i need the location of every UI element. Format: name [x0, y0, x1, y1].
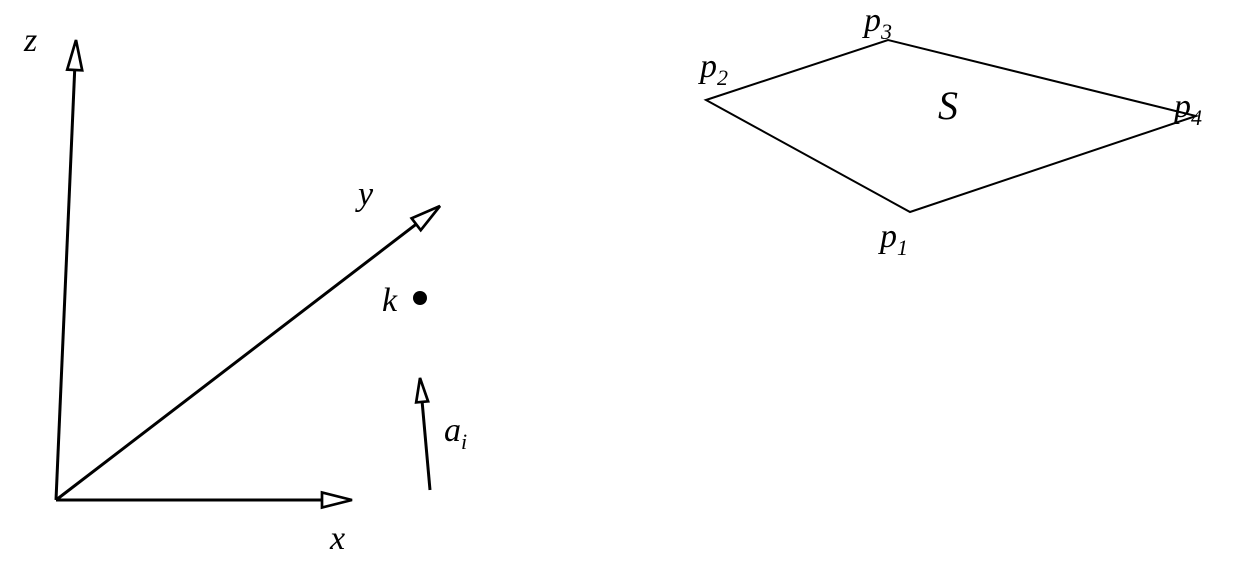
axis-y-arrowhead	[412, 206, 440, 230]
axis-z-arrowhead	[67, 40, 82, 70]
vertex-label-p3: p3	[864, 2, 892, 45]
axis-label-x: x	[330, 520, 345, 558]
vertex-label-p3-sub: 3	[881, 19, 892, 44]
diagram-svg	[0, 0, 1240, 572]
vertex-label-p2-base: p	[700, 48, 717, 85]
point-k	[413, 291, 427, 305]
axis-label-y: y	[358, 176, 373, 214]
vector-ai-label-base: a	[444, 412, 461, 449]
vertex-label-p1-base: p	[880, 218, 897, 255]
vertex-label-p1: p1	[880, 218, 908, 261]
vertex-label-p2: p2	[700, 48, 728, 91]
vertex-label-p1-sub: 1	[897, 235, 908, 260]
quad-label-S: S	[938, 82, 958, 129]
vertex-label-p4: p4	[1174, 88, 1202, 131]
axis-z-shaft	[56, 70, 75, 500]
vector-ai-shaft	[422, 402, 430, 490]
vector-ai-label: ai	[444, 412, 467, 455]
axis-x-arrowhead	[322, 493, 352, 508]
vertex-label-p4-base: p	[1174, 88, 1191, 125]
point-k-label: k	[382, 282, 397, 320]
vector-ai-label-sub: i	[461, 429, 467, 454]
axis-label-z: z	[24, 22, 37, 60]
vertex-label-p2-sub: 2	[717, 65, 728, 90]
vector-ai-arrowhead	[416, 378, 428, 402]
vertex-label-p3-base: p	[864, 2, 881, 39]
axis-y-shaft	[56, 224, 416, 500]
vertex-label-p4-sub: 4	[1191, 105, 1202, 130]
